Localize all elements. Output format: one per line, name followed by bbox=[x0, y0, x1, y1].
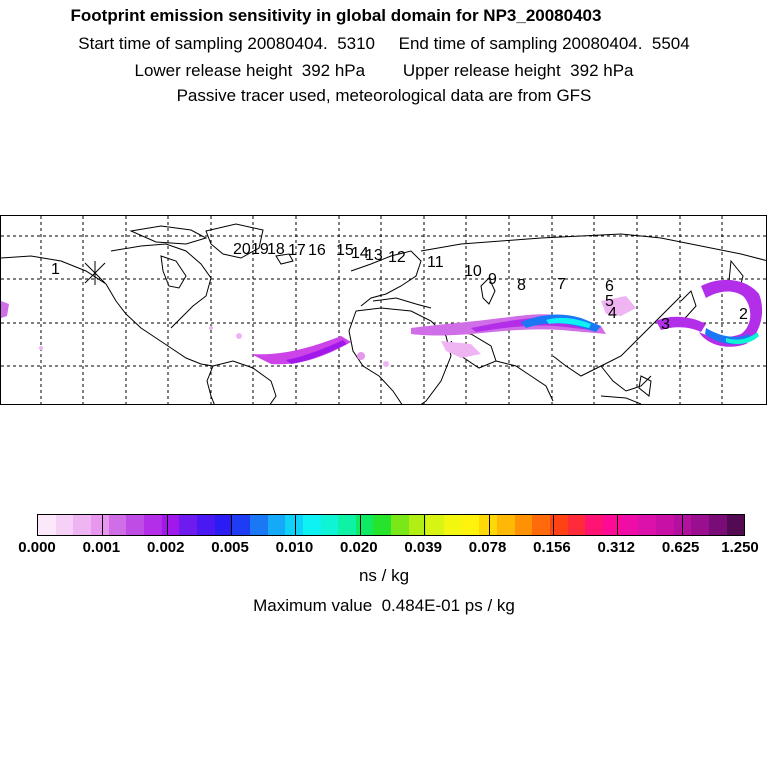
colorbar-swatch-31 bbox=[585, 515, 603, 535]
colorbar-tick-label: 0.039 bbox=[404, 539, 442, 556]
footprint-plume bbox=[1, 279, 763, 367]
colorbar-swatch-20 bbox=[391, 515, 409, 535]
colorbar-tick-label: 1.250 bbox=[721, 539, 759, 556]
day-label-7: 7 bbox=[557, 276, 566, 293]
colorbar-swatch-25 bbox=[479, 515, 498, 535]
colorbar-units: ns / kg bbox=[358, 566, 410, 585]
colorbar-divider-10 bbox=[681, 515, 683, 535]
day-label-2: 2 bbox=[739, 306, 748, 323]
colorbar-swatch-26 bbox=[497, 515, 515, 535]
day-label-12: 12 bbox=[388, 249, 406, 266]
colorbar-swatch-30 bbox=[567, 515, 586, 535]
colorbar-swatch-0 bbox=[38, 515, 56, 535]
colorbar-swatch-19 bbox=[373, 515, 392, 535]
day-label-6: 6 bbox=[605, 278, 614, 295]
colorbar-swatch-22 bbox=[426, 515, 445, 535]
colorbar-divider-5 bbox=[359, 515, 361, 535]
release-site-cross-icon bbox=[84, 261, 106, 285]
day-label-19: 19 bbox=[251, 241, 269, 258]
day-label-3: 3 bbox=[661, 316, 670, 333]
colorbar-tick-label: 0.078 bbox=[468, 539, 507, 556]
colorbar-swatch-32 bbox=[603, 515, 621, 535]
colorbar-swatch-17 bbox=[338, 515, 356, 535]
colorbar-swatch-5 bbox=[126, 515, 144, 535]
colorbar-swatch-3 bbox=[90, 515, 109, 535]
colorbar-swatch-6 bbox=[143, 515, 162, 535]
colorbar-tick-label: 0.001 bbox=[82, 539, 121, 556]
colorbar-swatch-23 bbox=[444, 515, 462, 535]
colorbar-tick-label: 0.312 bbox=[597, 539, 636, 556]
colorbar-swatch-15 bbox=[302, 515, 321, 535]
colorbar-swatch-28 bbox=[532, 515, 551, 535]
day-label-20: 20 bbox=[233, 241, 251, 258]
colorbar-swatch-2 bbox=[73, 515, 91, 535]
colorbar-swatch-16 bbox=[320, 515, 339, 535]
colorbar-divider-7 bbox=[488, 515, 490, 535]
colorbar-swatch-10 bbox=[214, 515, 233, 535]
plot-title: Footprint emission sensitivity in global… bbox=[70, 6, 602, 25]
day-label-5: 5 bbox=[605, 293, 614, 310]
tracer-info-line: Passive tracer used, meteorological data… bbox=[176, 86, 592, 105]
colorbar-swatch-39 bbox=[726, 515, 745, 535]
colorbar-divider-8 bbox=[552, 515, 554, 535]
colorbar-swatch-37 bbox=[691, 515, 709, 535]
day-label-4: 4 bbox=[608, 305, 617, 322]
map-canvas bbox=[1, 216, 766, 404]
colorbar-divider-9 bbox=[617, 515, 619, 535]
colorbar-swatch-27 bbox=[514, 515, 533, 535]
colorbar-swatch-33 bbox=[620, 515, 639, 535]
colorbar-tick-label: 0.000 bbox=[18, 539, 56, 556]
colorbar-swatch-13 bbox=[267, 515, 286, 535]
day-label-9: 9 bbox=[488, 271, 497, 288]
colorbar-swatch-34 bbox=[638, 515, 656, 535]
footprint-map: 1 2 3 4 5 6 7 8 9 10 11 12 13 14 15 16 1… bbox=[0, 215, 767, 405]
colorbar-swatch-21 bbox=[408, 515, 427, 535]
day-label-18: 18 bbox=[267, 241, 285, 258]
colorbar-tick-label: 0.005 bbox=[211, 539, 249, 556]
day-label-13: 13 bbox=[365, 247, 383, 264]
colorbar-divider-3 bbox=[231, 515, 233, 535]
colorbar-swatch-14 bbox=[285, 515, 303, 535]
maximum-value-label: Maximum value 0.484E-01 ps / kg bbox=[253, 596, 515, 615]
colorbar-swatch-9 bbox=[196, 515, 215, 535]
colorbar-swatch-18 bbox=[355, 515, 374, 535]
colorbar-tick-label: 0.625 bbox=[661, 539, 700, 556]
colorbar-swatch-4 bbox=[108, 515, 127, 535]
colorbar-swatch-11 bbox=[232, 515, 250, 535]
colorbar-swatch-38 bbox=[708, 515, 727, 535]
day-label-15: 15 bbox=[336, 242, 354, 259]
day-label-14: 14 bbox=[351, 245, 369, 262]
colorbar-swatch-8 bbox=[179, 515, 197, 535]
day-label-16: 16 bbox=[308, 242, 326, 259]
colorbar-tick-label: 0.020 bbox=[340, 539, 378, 556]
graticule bbox=[1, 216, 766, 404]
colorbar-divider-6 bbox=[424, 515, 426, 535]
colorbar-tick-label: 0.010 bbox=[275, 539, 314, 556]
colorbar bbox=[37, 514, 745, 536]
day-label-10: 10 bbox=[464, 263, 482, 280]
colorbar-divider-2 bbox=[166, 515, 168, 535]
colorbar-swatch-24 bbox=[461, 515, 480, 535]
colorbar-swatch-35 bbox=[655, 515, 674, 535]
colorbar-tick-label: 0.002 bbox=[146, 539, 185, 556]
colorbar-swatch-7 bbox=[161, 515, 180, 535]
colorbar-divider-1 bbox=[102, 515, 104, 535]
colorbar-tick-label: 0.156 bbox=[533, 539, 571, 556]
day-label-11: 11 bbox=[427, 254, 444, 271]
colorbar-swatch-29 bbox=[550, 515, 568, 535]
day-label-1: 1 bbox=[51, 261, 60, 278]
release-height-line: Lower release height 392 hPa Upper relea… bbox=[134, 61, 634, 80]
colorbar-divider-4 bbox=[295, 515, 297, 535]
coastlines bbox=[1, 223, 766, 404]
day-label-17: 17 bbox=[288, 242, 306, 259]
sampling-time-line: Start time of sampling 20080404. 5310 En… bbox=[78, 34, 690, 53]
day-label-8: 8 bbox=[517, 277, 526, 294]
colorbar-swatch-1 bbox=[55, 515, 74, 535]
colorbar-swatch-12 bbox=[249, 515, 268, 535]
